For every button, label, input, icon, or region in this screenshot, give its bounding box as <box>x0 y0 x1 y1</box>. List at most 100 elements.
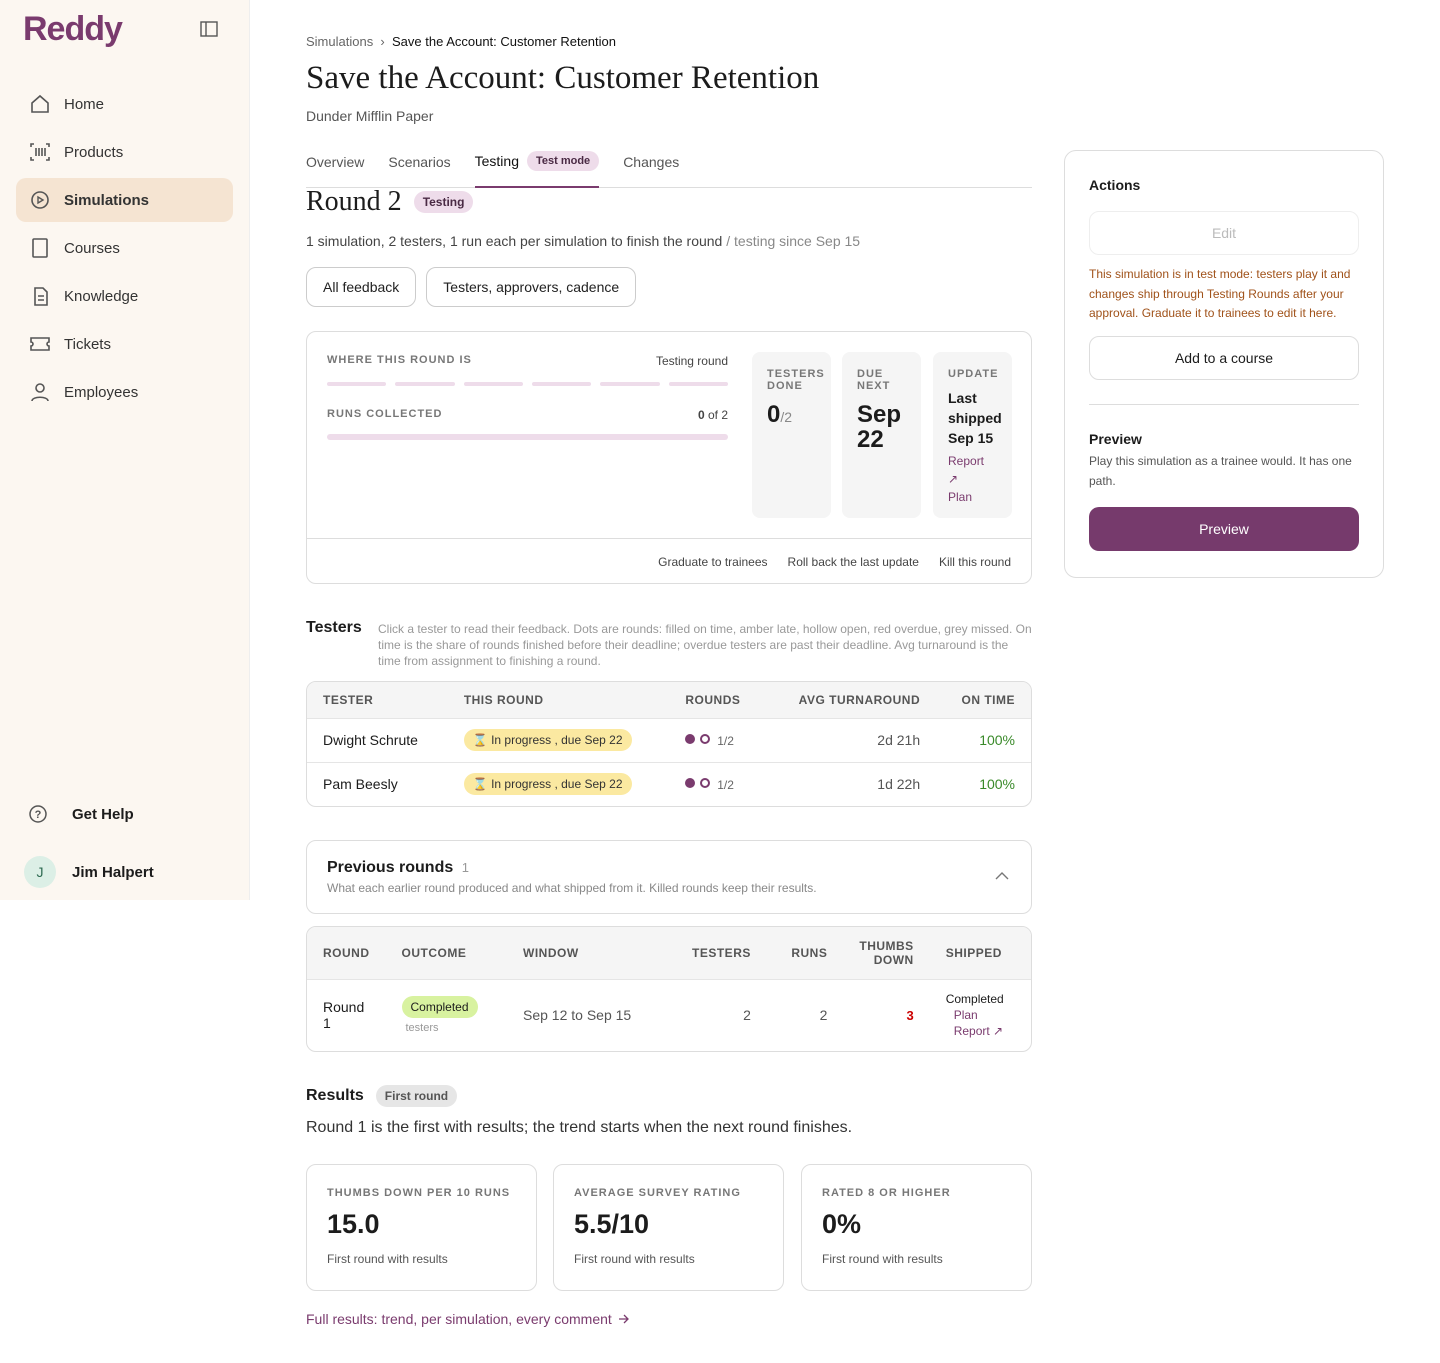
nav-item[interactable]: Employees <box>16 370 233 414</box>
tbody: TESTER THIS ROUND ROUNDS AVG TURNAROUND ON T… <box>307 682 1031 806</box>
link[interactable]: Plan <box>953 1008 978 1023</box>
user-menu[interactable]: J Jim Halpert <box>24 856 154 888</box>
circle <box>35 383 45 393</box>
text: First round with results <box>327 1252 448 1266</box>
round-heading: Round 2 Testing <box>306 186 474 218</box>
svg <box>34 287 48 306</box>
status-box: WHERE THIS ROUND IS Testing round RUNS CO… <box>306 331 1032 584</box>
text: 0% <box>822 1209 862 1239</box>
td: 1/2 <box>669 761 766 806</box>
text: /2 <box>780 409 793 425</box>
text: Employees <box>64 383 139 401</box>
text: DUE NEXT <box>857 368 891 392</box>
tab-badge: Test mode <box>526 151 600 171</box>
div: ↗ <box>948 472 959 486</box>
results-link[interactable]: Full results: trend, per simulation, eve… <box>306 1311 630 1327</box>
nav-item[interactable]: Home <box>16 82 233 126</box>
round-dots <box>685 778 711 789</box>
circle <box>31 191 49 209</box>
tr: ROUND OUTCOME WINDOW TESTERS RUNS THUMBS DOWN… <box>307 927 1031 979</box>
rect <box>32 238 48 258</box>
round-dots <box>685 734 711 744</box>
i <box>668 382 728 386</box>
link[interactable]: Report <box>953 1024 990 1039</box>
text: AVG TURNAROUND <box>765 682 937 718</box>
text: First round with results <box>574 1252 695 1266</box>
action-link[interactable]: Kill this round <box>938 555 1011 569</box>
table: ROUND OUTCOME WINDOW TESTERS RUNS THUMBS DOWN… <box>307 927 1031 1051</box>
button[interactable]: All feedback <box>306 267 417 307</box>
status-pill: ⌛ In progress , due Sep 22 <box>463 773 632 796</box>
round-buttons: All feedback Testers, approvers, cadence <box>306 267 637 307</box>
nav-item[interactable]: Courses <box>16 226 233 270</box>
link[interactable]: Plan <box>948 490 973 504</box>
td: Completed testers <box>385 978 507 1051</box>
status-pill: ⌛ In progress , due Sep 22 <box>463 729 632 751</box>
stage-bar <box>327 382 728 386</box>
tab[interactable]: Overview <box>306 154 365 170</box>
text: 0 <box>697 408 705 422</box>
link[interactable]: Report <box>948 454 985 468</box>
logo: Reddy <box>23 10 123 48</box>
path <box>34 287 48 306</box>
button[interactable]: Testers, approvers, cadence <box>426 267 637 307</box>
text: Full results: trend, per simulation, eve… <box>306 1311 612 1327</box>
tbody: ROUND OUTCOME WINDOW TESTERS RUNS THUMBS DOWN… <box>307 927 1031 1051</box>
preview-button[interactable]: Preview <box>1089 506 1359 551</box>
text: 2 <box>766 978 844 1051</box>
results-heading: Results First round <box>306 1085 458 1107</box>
help-icon: ? <box>29 805 47 823</box>
text: 5.5/10 <box>574 1209 650 1239</box>
text: OUTCOME <box>385 927 507 979</box>
text: SHIPPED <box>929 927 1031 979</box>
previous-header[interactable]: Previous rounds 1 What each earlier roun… <box>306 840 1032 914</box>
round-summary: 1 simulation, 2 testers, 1 run each per … <box>306 233 860 249</box>
text: 2 <box>664 978 767 1051</box>
action-link[interactable]: Roll back the last update <box>787 555 919 569</box>
result-card: AVERAGE SURVEY RATING 5.5/10 First round w… <box>553 1164 784 1291</box>
text: RATED 8 OR HIGHER <box>822 1187 951 1199</box>
action-link[interactable]: Graduate to trainees <box>658 555 768 569</box>
text: 100% <box>936 717 1031 762</box>
i <box>531 382 592 386</box>
tabs: Overview Scenarios Testing Test mode Chan… <box>306 150 1032 188</box>
svg <box>32 238 48 258</box>
text: Completed <box>945 992 1004 1007</box>
text: RUNS COLLECTED <box>327 408 443 420</box>
tester-row[interactable]: Dwight Schrute ⌛ In progress , due Sep 22… <box>307 717 1031 762</box>
section-title: Testers <box>306 619 362 636</box>
stat-card: DUE NEXT Sep 22 <box>842 352 921 518</box>
text: Sep 12 to Sep 15 <box>507 978 665 1051</box>
add-course-button[interactable]: Add to a course <box>1089 335 1359 380</box>
big: 0/2 <box>767 402 816 427</box>
text: 0 <box>767 401 781 428</box>
stat-card: UPDATE Last shipped Sep 15 Report ↗ Plan <box>933 352 1012 518</box>
svg <box>30 143 50 161</box>
round-row: Round 1 Completed testers Sep 12 to Sep 15 2… <box>307 978 1031 1051</box>
svg <box>31 383 49 402</box>
edit-button[interactable]: Edit <box>1089 211 1359 255</box>
text: Home <box>64 95 105 113</box>
path <box>30 143 50 161</box>
avatar: J <box>24 856 56 888</box>
nav-item[interactable]: Knowledge <box>16 274 233 318</box>
table: TESTER THIS ROUND ROUNDS AVG TURNAROUND ON T… <box>307 682 1031 806</box>
svg <box>31 191 49 209</box>
nav-item[interactable]: Products <box>16 130 233 174</box>
text: Products <box>64 143 124 161</box>
text: ROUND <box>307 927 386 979</box>
tab[interactable]: Changes <box>623 154 680 170</box>
td: 1/2 <box>669 717 766 762</box>
collapse-icon[interactable] <box>200 20 218 38</box>
testers-table: TESTER THIS ROUND ROUNDS AVG TURNAROUND ON T… <box>306 681 1032 807</box>
help-link[interactable]: ? Get Help <box>28 804 134 824</box>
tab[interactable]: Testing Test mode <box>474 150 600 188</box>
nav-item[interactable]: Tickets <box>16 322 233 366</box>
text: Sep 22 <box>857 401 902 454</box>
lnk: Report ↗ <box>953 1024 1004 1039</box>
crumb-link[interactable]: Simulations <box>306 34 374 49</box>
tab[interactable]: Scenarios <box>388 154 451 170</box>
tester-row[interactable]: Pam Beesly ⌛ In progress , due Sep 22 1/2… <box>307 761 1031 806</box>
svg <box>31 94 49 113</box>
nav-item[interactable]: Simulations <box>16 178 233 222</box>
